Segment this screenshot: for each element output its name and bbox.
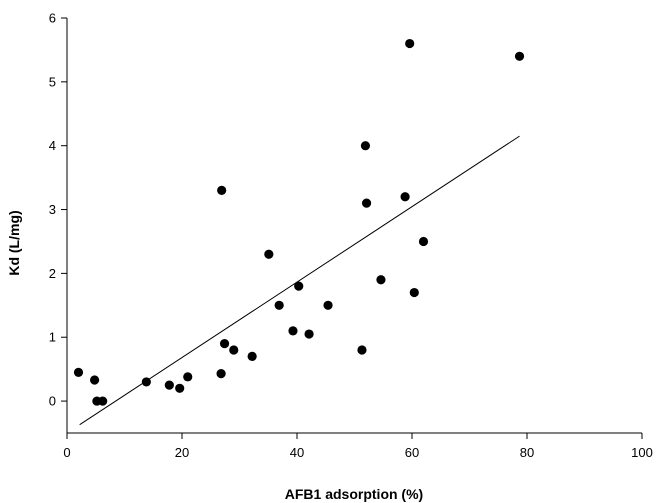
data-point: [323, 300, 333, 310]
data-points: [73, 38, 525, 406]
x-axis-title: AFB1 adsorption (%): [285, 486, 423, 502]
y-tick-label: 4: [49, 138, 56, 153]
y-tick-label: 6: [49, 11, 56, 26]
y-axis-title: Kd (L/mg): [6, 210, 22, 275]
regression-line-group: [79, 135, 520, 426]
regression-line: [79, 135, 520, 426]
data-point: [219, 339, 230, 349]
data-point: [98, 396, 108, 406]
y-tick-label: 1: [49, 330, 56, 345]
data-point: [216, 369, 226, 379]
data-point: [357, 345, 367, 355]
data-point: [90, 375, 100, 385]
data-point: [304, 329, 314, 339]
data-point: [360, 141, 371, 151]
data-point: [141, 377, 151, 387]
x-tick-label: 60: [405, 445, 419, 460]
x-tick-label: 80: [520, 445, 534, 460]
data-point: [361, 198, 372, 208]
data-point: [294, 281, 304, 291]
data-point: [288, 326, 298, 336]
data-point: [400, 192, 410, 202]
data-point: [409, 287, 419, 298]
data-point: [418, 236, 429, 247]
data-point: [514, 51, 525, 61]
data-point: [175, 383, 185, 393]
data-point: [73, 367, 84, 377]
data-point: [264, 249, 274, 259]
x-tick-label: 40: [290, 445, 304, 460]
x-tick-label: 100: [631, 445, 653, 460]
data-point: [274, 300, 284, 310]
data-point: [164, 380, 174, 390]
y-tick-label: 0: [49, 394, 56, 409]
data-point: [183, 372, 193, 382]
data-point: [376, 275, 386, 285]
data-point: [229, 345, 239, 355]
y-tick-label: 5: [49, 74, 56, 89]
y-tick-label: 2: [49, 266, 56, 281]
data-point: [217, 185, 227, 195]
x-tick-label: 20: [175, 445, 189, 460]
axes: 0 20 40 60 80 100 0 1 2 3 4 5 6: [49, 11, 653, 461]
y-tick-label: 3: [49, 202, 56, 217]
data-point: [405, 38, 415, 49]
data-point: [247, 351, 257, 361]
x-tick-label: 0: [63, 445, 70, 460]
